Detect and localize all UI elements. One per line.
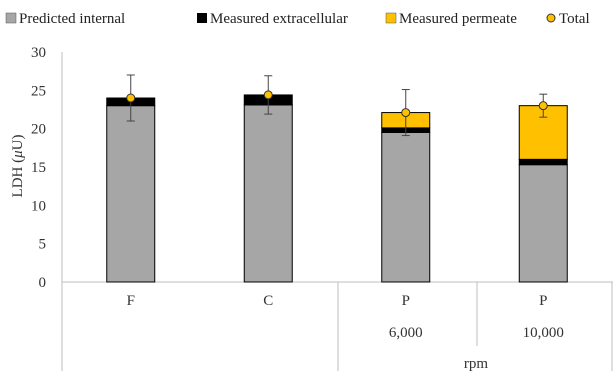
legend-swatch-measured-permeate (385, 12, 397, 24)
x-tick-labels: F C P 6,000 P 10,000 (127, 293, 564, 341)
bar-segment-predicted-internal (381, 132, 431, 283)
bar-segment-predicted-internal (106, 105, 156, 283)
x-tick-label: P (402, 293, 410, 309)
x-group-label-rpm: rpm (464, 356, 488, 371)
x-tick-sublabel: 6,000 (389, 325, 423, 341)
legend-label-predicted-internal: Predicted internal (19, 11, 125, 27)
y-tick-label: 20 (31, 122, 46, 138)
x-tick-label: P (539, 293, 547, 309)
legend-label-measured-extracellular: Measured extracellular (210, 11, 348, 27)
y-tick-label: 5 (39, 237, 47, 253)
y-tick-label: 15 (31, 160, 46, 176)
total-marker (538, 101, 548, 111)
total-marker (263, 90, 273, 100)
total-marker (401, 108, 411, 118)
y-tick-label: 25 (31, 83, 46, 99)
bars (106, 94, 568, 283)
y-tick-label: 0 (39, 275, 47, 291)
legend-swatch-measured-extracellular (197, 13, 207, 23)
legend-swatch-predicted-internal (5, 12, 17, 24)
legend-marker-total (546, 13, 556, 23)
bar-segment-predicted-internal (518, 164, 568, 283)
y-axis-title: LDH (μU) (10, 135, 26, 198)
x-tick-label: C (263, 293, 273, 309)
total-marker (126, 93, 136, 103)
legend: Predicted internal Measured extracellula… (5, 11, 590, 27)
y-tick-label: 10 (31, 198, 46, 214)
y-tick-label: 30 (31, 45, 46, 61)
x-tick-label: F (127, 293, 135, 309)
total-markers (126, 74, 548, 137)
bar-segment-measured-extracellular (518, 158, 568, 166)
y-tick-labels: 0 5 10 15 20 25 30 (31, 45, 46, 291)
x-tick-sublabel: 10,000 (523, 325, 564, 341)
legend-label-total: Total (559, 11, 590, 27)
legend-label-measured-permeate: Measured permeate (399, 11, 517, 27)
bar-segment-predicted-internal (243, 104, 293, 283)
